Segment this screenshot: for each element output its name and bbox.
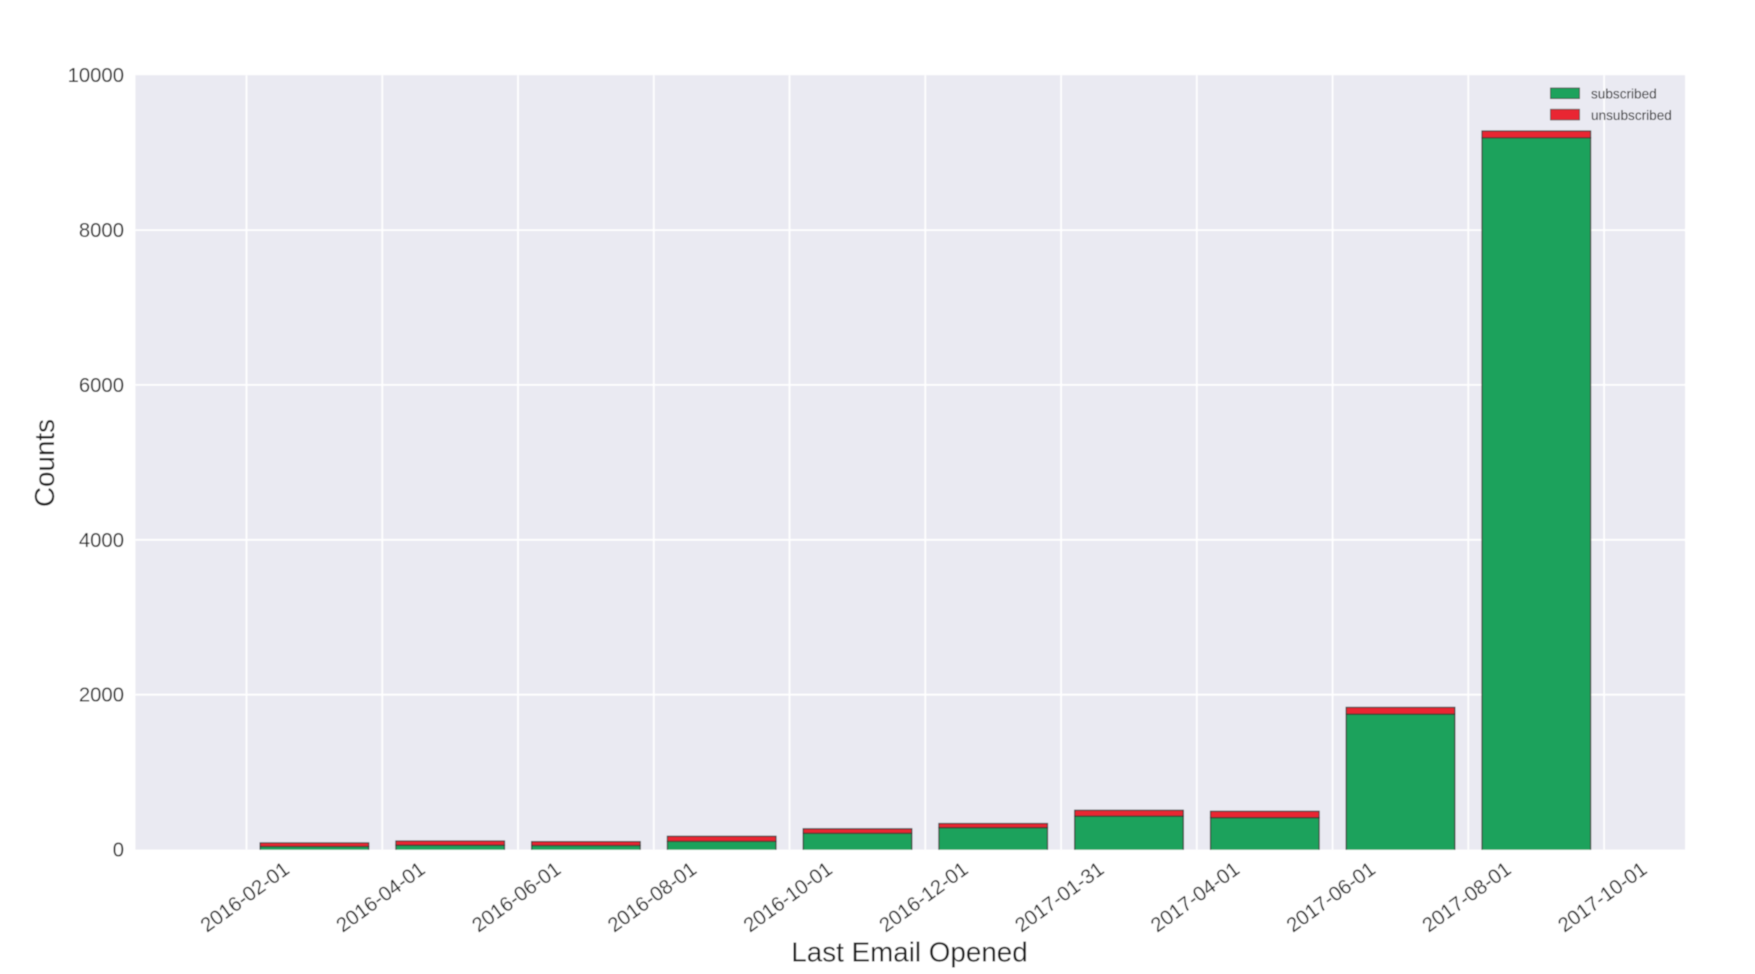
svg-text:Counts: Counts — [29, 419, 60, 507]
svg-text:2000: 2000 — [79, 685, 124, 707]
svg-text:4000: 4000 — [79, 530, 124, 552]
svg-text:subscribed: subscribed — [1591, 87, 1657, 102]
svg-text:Last Email Opened: Last Email Opened — [791, 937, 1027, 968]
svg-text:6000: 6000 — [79, 375, 124, 397]
svg-text:0: 0 — [113, 840, 124, 862]
svg-text:8000: 8000 — [79, 220, 124, 242]
svg-text:10000: 10000 — [68, 65, 124, 87]
svg-text:unsubscribed: unsubscribed — [1591, 108, 1672, 123]
